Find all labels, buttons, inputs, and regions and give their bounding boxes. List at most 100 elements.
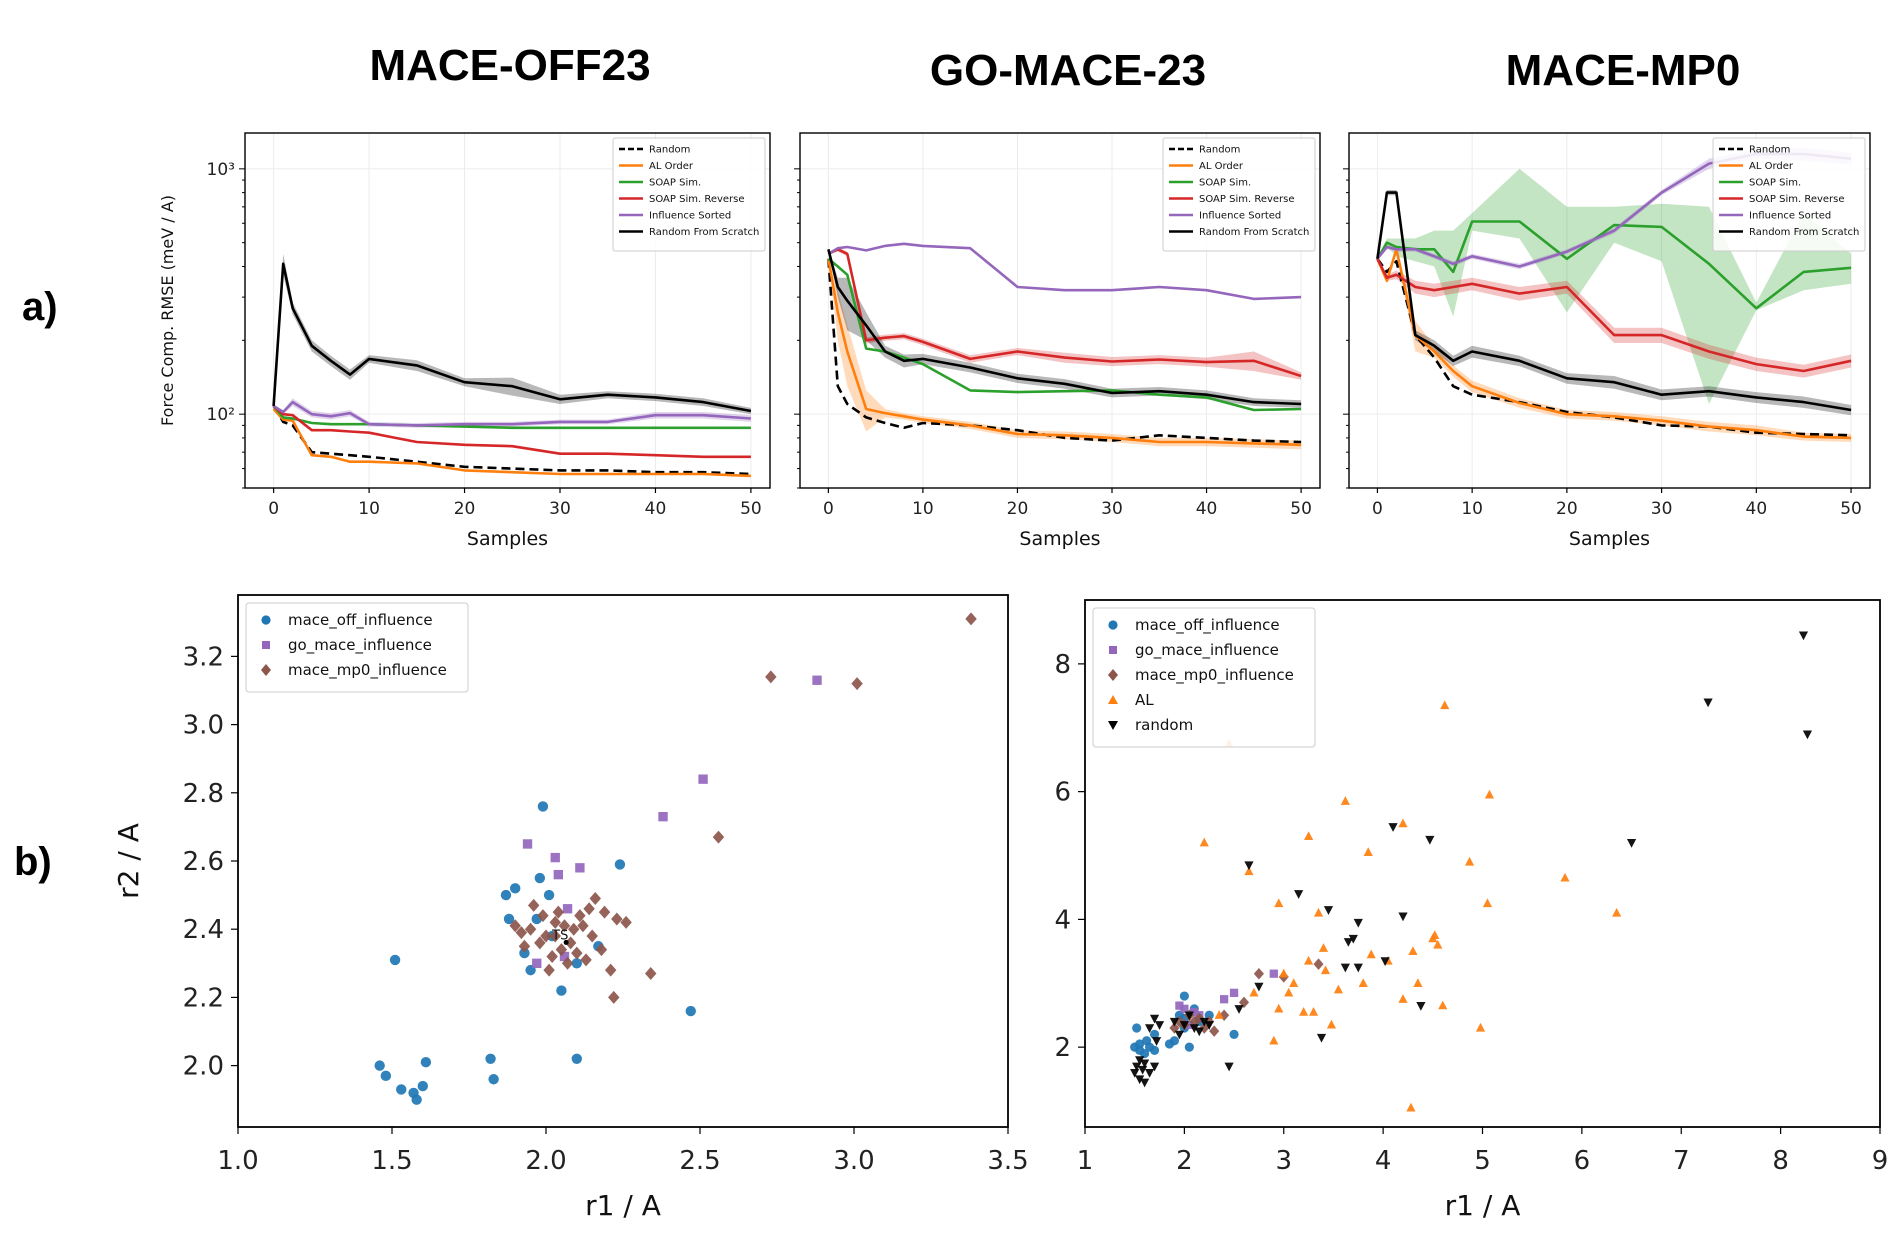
point-mace-mp0-influence (564, 936, 577, 950)
point-mace-mp0-influence (515, 926, 528, 940)
point-random (1398, 912, 1408, 922)
x-tick-label: 30 (549, 499, 571, 519)
point-random (1425, 835, 1435, 845)
plot-area (272, 253, 752, 478)
point-al (1438, 1000, 1448, 1010)
legend-marker (1108, 669, 1118, 681)
y-tick-label: 6 (1054, 778, 1071, 808)
point-random (1234, 1005, 1244, 1014)
point-mace-off-influence (556, 985, 567, 996)
point-random (1353, 918, 1363, 928)
series-line-soap-sim (827, 257, 1302, 412)
point-random (1316, 1033, 1327, 1043)
y-tick-label: 2.4 (183, 915, 224, 945)
series-line-soap-sim-reverse (272, 405, 751, 459)
chart-1: 0 10 20 30 40 50 10² 10³ Samples Force Comp. RMSE… (158, 132, 771, 550)
legend-label: Influence Sorted (649, 211, 731, 222)
legend-label: SOAP Sim. Reverse (1749, 194, 1845, 205)
point-mace-off-influence (420, 1057, 432, 1068)
series-line-al-order (272, 408, 751, 478)
point-go-mace-influence (559, 951, 570, 962)
legend-label: AL (1135, 691, 1154, 709)
point-go-mace-influence (562, 904, 573, 914)
point-mace-off-influence (510, 883, 521, 894)
series-line-soap-sim-reverse (827, 248, 1302, 378)
point-go-mace-influence (1269, 969, 1278, 978)
series-line-soap-sim-reverse (1376, 258, 1852, 373)
point-mace-off-influence (374, 1060, 385, 1071)
x-tick-label: 2.5 (679, 1146, 720, 1176)
point-al (1560, 872, 1570, 882)
point-mace-mp0-influence (1209, 1025, 1220, 1037)
x-tick-label: 30 (1651, 499, 1673, 519)
x-tick-label: 4 (1375, 1146, 1392, 1176)
point-mace-mp0-influence (608, 990, 620, 1004)
y-axis-label: r2 / A (112, 823, 145, 899)
x-axis-label: r1 / A (1445, 1189, 1521, 1222)
point-mace-mp0-influence (583, 902, 595, 916)
y-tick-label: 10² (207, 405, 235, 425)
legend-marker (1108, 721, 1118, 730)
point-random (1140, 1059, 1150, 1069)
point-mace-off-influence (485, 1053, 496, 1064)
legend: Random AL Order SOAP Sim. SOAP Sim. Reverse… (1712, 137, 1866, 252)
legend-box (1712, 137, 1866, 252)
x-tick-label: 7 (1673, 1146, 1690, 1176)
point-go-mace-influence (1219, 995, 1229, 1004)
point-random (1224, 1062, 1234, 1072)
point-mace-mp0-influence (611, 912, 623, 926)
point-random (1169, 1017, 1180, 1027)
ts-marker (563, 939, 569, 945)
x-axis-label: Samples (1019, 528, 1100, 550)
point-random (1199, 1017, 1209, 1027)
point-random (1703, 698, 1713, 708)
x-tick-label: 50 (1290, 499, 1312, 519)
point-mace-off-influence (1132, 1023, 1142, 1033)
x-axis-label: Samples (1569, 528, 1650, 550)
point-mace-off-influence (614, 859, 626, 870)
point-mace-mp0-influence (558, 919, 571, 933)
x-tick-label: 3 (1275, 1146, 1292, 1176)
point-mace-off-influence (534, 872, 546, 884)
point-al (1363, 847, 1373, 857)
y-tick-label: 2.2 (183, 983, 224, 1013)
y-tick-label: 10³ (207, 160, 235, 180)
point-mace-off-influence (1140, 1048, 1150, 1059)
point-go-mace-influence (532, 958, 542, 968)
legend-label: SOAP Sim. Reverse (649, 194, 745, 205)
legend-box (245, 602, 469, 693)
point-al (1274, 898, 1284, 908)
point-mace-off-influence (685, 1005, 696, 1017)
x-tick-label: 10 (912, 499, 934, 519)
x-tick-label: 10 (358, 499, 380, 519)
column-title-mace-off23: MACE-OFF23 (369, 41, 650, 90)
point-al (1279, 968, 1289, 978)
point-mace-mp0-influence (712, 830, 725, 844)
point-al (1612, 907, 1622, 917)
legend-label: Random From Scratch (1749, 227, 1859, 238)
band-random-from-scratch (828, 249, 1302, 408)
chart-2: 0 10 20 30 40 50 Samples Random AL Order SOAP Sim… (794, 132, 1321, 550)
point-mace-mp0-influence (595, 943, 608, 957)
point-random (1323, 906, 1334, 915)
point-mace-mp0-influence (1253, 967, 1264, 980)
point-random (1340, 963, 1350, 973)
point-mace-off-influence (389, 954, 401, 966)
x-tick-label: 0 (268, 499, 279, 519)
x-axis-label: r1 / A (585, 1189, 661, 1222)
x-tick-label: 1.0 (217, 1146, 258, 1176)
annotation-ts: TS (551, 928, 568, 943)
point-go-mace-influence (1180, 1004, 1189, 1013)
series-line-random (827, 258, 1302, 444)
legend-label: mace_mp0_influence (1135, 666, 1294, 685)
series-line-random-from-scratch (827, 248, 1302, 406)
point-al (1199, 837, 1209, 847)
point-mace-mp0-influence (546, 949, 558, 963)
point-random (1144, 1069, 1155, 1078)
point-mace-off-influence (571, 1053, 582, 1064)
legend-marker (1108, 695, 1118, 704)
point-mace-mp0-influence (577, 919, 589, 933)
point-mace-mp0-influence (574, 909, 586, 923)
